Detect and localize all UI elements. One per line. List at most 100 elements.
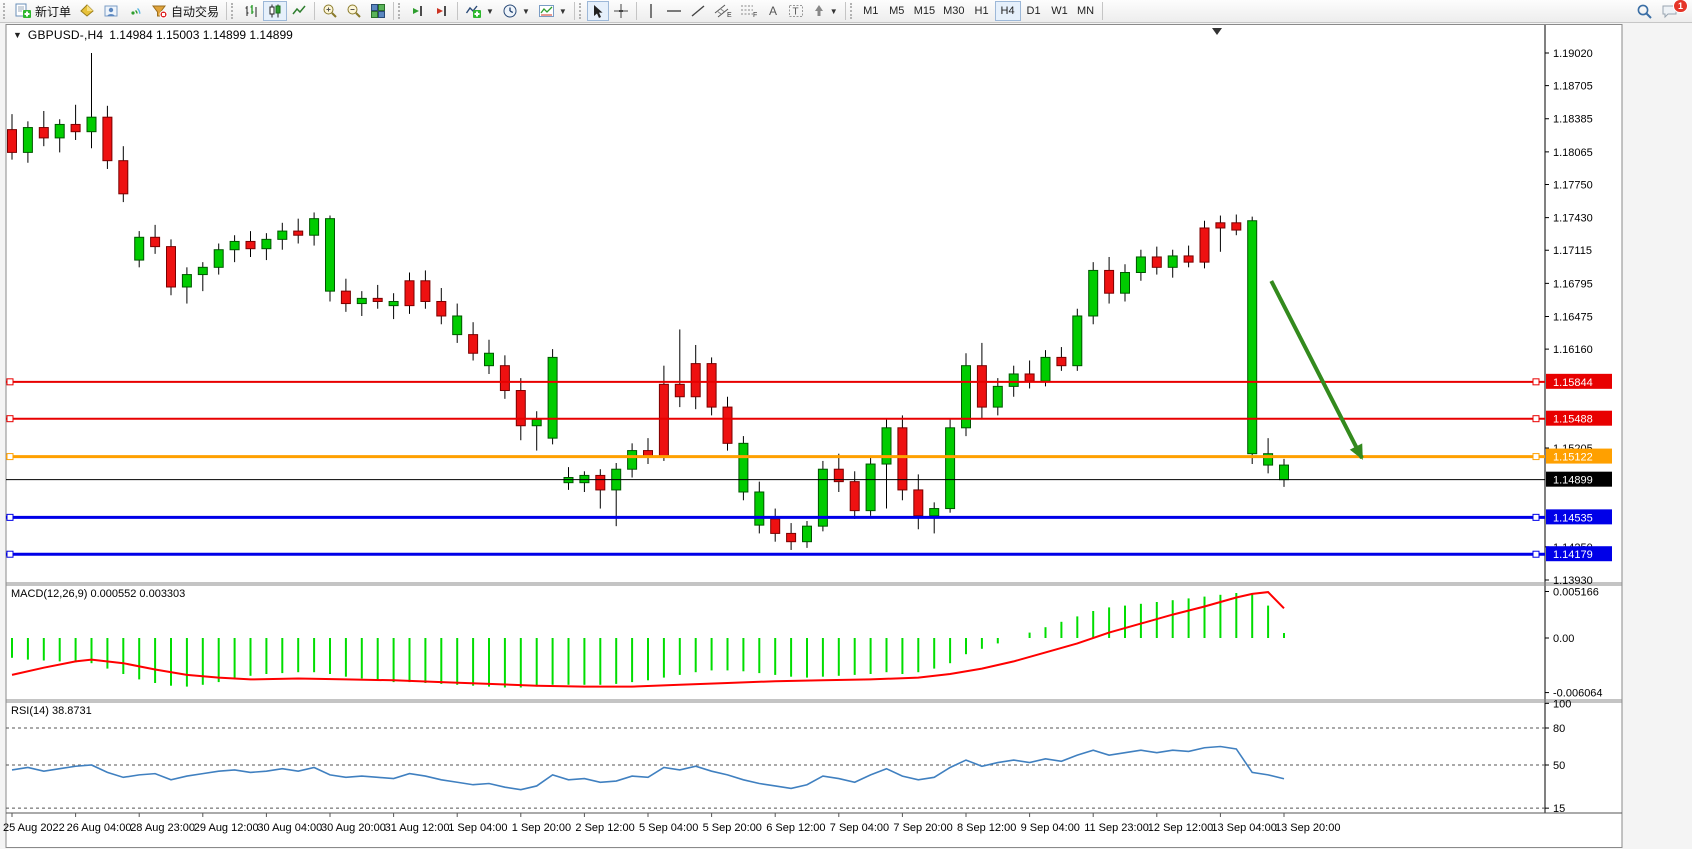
chart-shift-marker-icon[interactable] [1212,28,1222,35]
profile-button[interactable] [99,1,123,21]
horizontal-line-icon [666,5,682,17]
svg-text:1.17750: 1.17750 [1553,179,1593,191]
notifications-button[interactable]: 1 [1657,0,1688,21]
notification-badge: 1 [1672,0,1688,13]
timeframe-d1-button[interactable]: D1 [1021,1,1047,21]
crosshair-icon [613,3,629,19]
macd-axis[interactable]: 0.005166 0.00 -0.006064 [1545,587,1603,700]
rsi-levels: 100 80 50 15 [6,698,1571,815]
crosshair-tool-button[interactable] [609,1,633,21]
arrows-tool-button[interactable]: ▼ [808,1,842,21]
chart-window[interactable]: 1.19020 1.18705 1.18385 1.18065 1.17750 1.174… [0,24,1692,849]
channel-tool-button[interactable]: E [710,1,736,21]
svg-text:13 Sep 20:00: 13 Sep 20:00 [1275,822,1340,834]
svg-text:A: A [769,4,777,18]
chart-shift-button[interactable] [430,1,454,21]
vertical-line-tool-button[interactable] [640,1,662,21]
timeframe-h1-button[interactable]: H1 [969,1,995,21]
trend-arrow-annotation[interactable] [1269,280,1364,460]
candlestick-chart-type-button[interactable] [263,1,288,21]
zoom-in-button[interactable] [318,1,342,21]
market-watch-button[interactable] [75,1,99,21]
svg-text:0.005166: 0.005166 [1553,587,1599,599]
autotrading-button[interactable]: 自动交易 [147,1,223,21]
dropdown-caret-icon: ▼ [521,6,530,16]
indicators-icon [465,3,482,19]
svg-text:1.16795: 1.16795 [1553,278,1593,290]
svg-text:26 Aug 04:00: 26 Aug 04:00 [67,822,132,834]
rsi-line [11,745,1285,791]
svg-text:5 Sep 04:00: 5 Sep 04:00 [639,822,698,834]
svg-text:1.14179: 1.14179 [1553,549,1593,561]
macd-indicator-label: MACD(12,26,9) 0.000552 0.003303 [11,588,186,600]
svg-text:30 Aug 20:00: 30 Aug 20:00 [321,822,386,834]
trendline-tool-button[interactable] [686,1,710,21]
fibonacci-icon: F [740,3,758,19]
new-order-label: 新订单 [35,4,72,19]
line-chart-type-button[interactable] [287,1,311,21]
text-label-tool-button[interactable]: T [784,1,808,21]
horizontal-line-tool-button[interactable] [662,1,686,21]
price-level-lines[interactable]: 1.15844 1.15488 1.15122 1.14899 1.14535 1.141… [6,373,1612,562]
fibonacci-tool-button[interactable]: F [736,1,762,21]
timeframe-m1-button[interactable]: M1 [858,1,884,21]
rsi-indicator-label: RSI(14) 38.8731 [11,705,92,717]
timeframe-h4-button[interactable]: H4 [994,1,1021,21]
new-order-button[interactable]: 新订单 [11,1,75,21]
indicators-button[interactable]: ▼ [461,1,498,21]
svg-text:1.18705: 1.18705 [1553,81,1593,93]
timeframe-m15-button[interactable]: M15 [910,1,939,21]
autotrading-label: 自动交易 [171,4,220,19]
timeframe-m30-button[interactable]: M30 [939,1,968,21]
svg-text:13 Sep 04:00: 13 Sep 04:00 [1211,822,1276,834]
gold-prism-icon [79,3,95,19]
svg-text:F: F [753,12,757,19]
toolbar-grip[interactable] [578,3,584,19]
svg-text:31 Aug 12:00: 31 Aug 12:00 [385,822,450,834]
cursor-icon [591,4,605,19]
periods-button[interactable]: ▼ [498,1,534,21]
svg-text:50: 50 [1553,760,1565,772]
cursor-tool-button[interactable] [586,1,609,21]
panel-divider[interactable] [6,582,1622,814]
svg-text:8 Sep 12:00: 8 Sep 12:00 [957,822,1016,834]
chart-symbol-period: GBPUSD-,H4 [27,28,104,42]
candlestick-icon [267,3,283,19]
bar-chart-type-button[interactable] [239,1,263,21]
zoom-out-icon [346,3,362,19]
text-tool-button[interactable]: A [762,1,784,21]
toolbar-grip[interactable] [398,3,403,19]
chart-shift-icon [434,3,450,19]
toolbar: 新订单 自动交易 ▼ ▼ ▼ E F A [0,0,1692,23]
dropdown-caret-icon: ▼ [486,6,494,16]
arrow-objects-icon [812,3,826,19]
signal-button[interactable] [123,1,147,21]
chart-ohlc-values: 1.14984 1.15003 1.14899 1.14899 [109,28,293,42]
svg-text:1.15122: 1.15122 [1553,452,1593,464]
tile-windows-button[interactable] [366,1,390,21]
candles-layer [7,53,1289,550]
collapse-arrow-icon[interactable]: ▼ [13,30,22,40]
toolbar-grip[interactable] [849,3,855,19]
macd-histogram [11,593,1285,688]
svg-text:6 Sep 12:00: 6 Sep 12:00 [766,822,825,834]
zoom-out-button[interactable] [342,1,366,21]
auto-scroll-button[interactable] [406,1,430,21]
clock-icon [502,3,518,19]
text-label-icon: T [788,3,804,19]
timeframe-w1-button[interactable]: W1 [1047,1,1073,21]
svg-text:1.14899: 1.14899 [1553,475,1593,487]
toolbar-grip[interactable] [3,3,8,19]
autotrading-icon [151,3,168,19]
toolbar-grip[interactable] [231,3,236,19]
svg-text:-0.006064: -0.006064 [1553,688,1603,700]
search-button[interactable] [1632,1,1657,21]
profile-icon [103,3,119,19]
timeframe-mn-button[interactable]: MN [1073,1,1099,21]
templates-button[interactable]: ▼ [534,1,571,21]
dropdown-caret-icon: ▼ [829,6,838,16]
chart-title: ▼ GBPUSD-,H4 1.14984 1.15003 1.14899 1.1… [13,28,293,42]
timeframe-m5-button[interactable]: M5 [884,1,910,21]
